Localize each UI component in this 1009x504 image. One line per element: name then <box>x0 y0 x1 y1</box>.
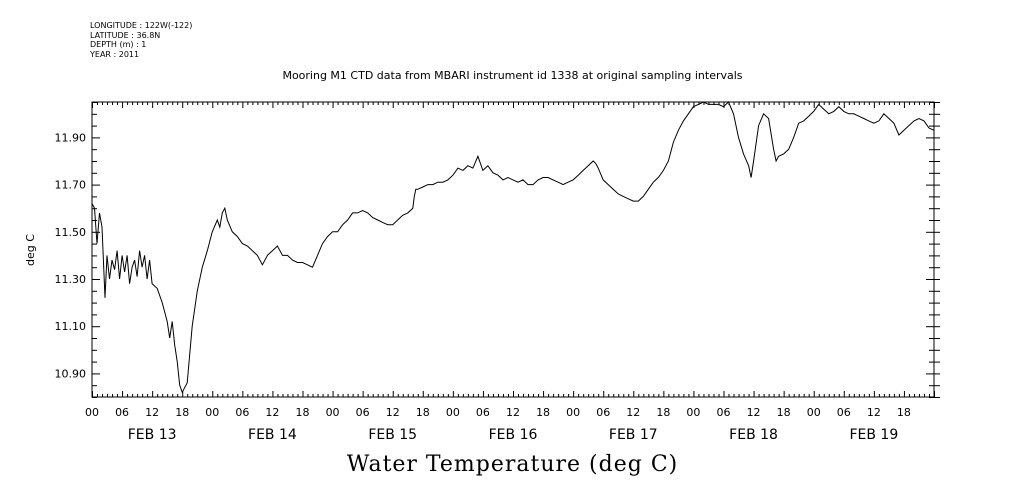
day-label: FEB 16 <box>489 427 538 443</box>
year-text: YEAR : 2011 <box>90 49 140 59</box>
day-label: FEB 18 <box>729 427 778 443</box>
day-label: FEB 19 <box>849 427 898 443</box>
x-tick-label: 18 <box>777 406 791 419</box>
x-tick-label: 18 <box>296 406 310 419</box>
depth-text: DEPTH (m) : 1 <box>90 40 147 49</box>
day-label: FEB 13 <box>128 427 177 443</box>
x-tick-label: 00 <box>326 406 340 419</box>
plot-frame <box>91 101 935 398</box>
x-tick-label: 06 <box>837 406 851 419</box>
day-label: FEB 15 <box>368 427 417 443</box>
x-tick-label: 12 <box>747 406 761 419</box>
x-tick-label: 18 <box>175 406 189 419</box>
y-tick-label: 11.30 <box>55 273 87 286</box>
x-tick-label: 00 <box>566 406 580 419</box>
x-tick-label: 12 <box>386 406 400 419</box>
y-tick-label: 11.90 <box>55 131 87 144</box>
x-tick-label: 12 <box>506 406 520 419</box>
series-line <box>91 101 935 394</box>
x-tick-label: 18 <box>656 406 670 419</box>
y-tick-label: 11.10 <box>55 320 87 333</box>
latitude-text: LATITUDE : 36.8N <box>90 30 161 40</box>
x-tick-label: 18 <box>416 406 430 419</box>
x-tick-label: 12 <box>265 406 279 419</box>
x-tick-label: 06 <box>476 406 490 419</box>
main-title: Water Temperature (deg C) <box>346 452 679 477</box>
day-label: FEB 17 <box>609 427 658 443</box>
x-tick-label: 06 <box>235 406 249 419</box>
y-tick-label: 10.90 <box>55 367 87 380</box>
x-tick-label: 06 <box>596 406 610 419</box>
y-tick-label: 11.70 <box>55 179 87 192</box>
x-tick-label: 00 <box>807 406 821 419</box>
x-tick-label: 00 <box>85 406 99 419</box>
x-tick-label: 06 <box>356 406 370 419</box>
x-tick-label: 00 <box>686 406 700 419</box>
x-tick-label: 18 <box>536 406 550 419</box>
x-tick-label: 00 <box>205 406 219 419</box>
longitude-text: LONGITUDE : 122W(-122) <box>90 21 193 30</box>
y-tick-label: 11.50 <box>55 226 87 239</box>
metadata-block: LONGITUDE : 122W(-122) LATITUDE : 36.8N … <box>90 21 192 59</box>
x-tick-label: 06 <box>115 406 129 419</box>
day-label: FEB 14 <box>248 427 297 443</box>
x-tick-label: 18 <box>897 406 911 419</box>
x-tick-label: 12 <box>626 406 640 419</box>
chart-title: Mooring M1 CTD data from MBARI instrumen… <box>282 69 743 82</box>
x-tick-label: 00 <box>446 406 460 419</box>
x-tick-label: 12 <box>145 406 159 419</box>
y-axis-label: deg C <box>24 234 37 266</box>
x-tick-label: 12 <box>867 406 881 419</box>
x-tick-label: 06 <box>717 406 731 419</box>
